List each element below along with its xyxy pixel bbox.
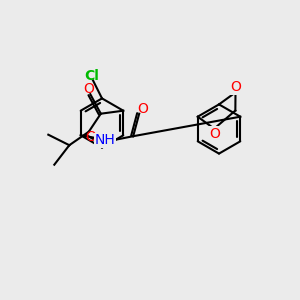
Text: O: O — [209, 127, 220, 141]
Text: O: O — [85, 130, 96, 144]
Text: O: O — [137, 102, 148, 116]
Text: NH: NH — [94, 134, 115, 147]
Text: Cl: Cl — [84, 69, 99, 83]
Text: O: O — [230, 80, 241, 94]
Text: O: O — [83, 82, 94, 96]
